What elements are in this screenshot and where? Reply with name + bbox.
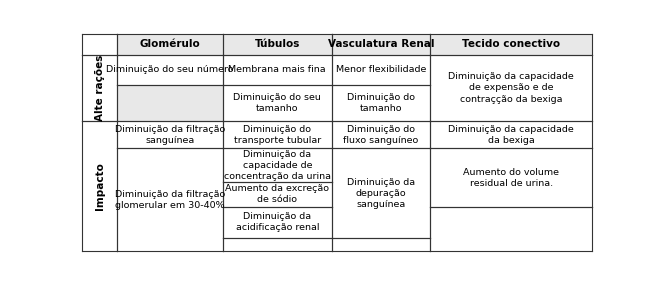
Bar xyxy=(223,182,332,207)
Text: Diminuição da capacidade
de expensão e de
contraçção da bexiga: Diminuição da capacidade de expensão e d… xyxy=(448,72,574,103)
Bar xyxy=(82,34,117,55)
Bar xyxy=(430,121,592,149)
Bar xyxy=(332,121,430,149)
Bar xyxy=(117,55,223,85)
Bar xyxy=(117,121,223,149)
Bar xyxy=(332,85,430,121)
Bar xyxy=(430,207,592,251)
Bar xyxy=(223,85,332,121)
Bar xyxy=(430,34,592,55)
Text: Aumento do volume
residual de urina.: Aumento do volume residual de urina. xyxy=(463,168,559,188)
Text: Diminuição do
transporte tubular: Diminuição do transporte tubular xyxy=(234,125,321,145)
Text: Glomérulo: Glomérulo xyxy=(139,39,200,49)
Bar xyxy=(117,149,223,251)
Bar xyxy=(82,121,117,251)
Text: Diminuição do
tamanho: Diminuição do tamanho xyxy=(347,93,415,113)
Bar xyxy=(223,55,332,85)
Text: Membrana mais fina: Membrana mais fina xyxy=(228,65,326,74)
Bar xyxy=(82,55,117,121)
Text: Túbulos: Túbulos xyxy=(255,39,300,49)
Text: Diminuição do seu
tamanho: Diminuição do seu tamanho xyxy=(234,93,321,113)
Bar xyxy=(332,34,430,55)
Bar xyxy=(223,149,332,182)
Bar xyxy=(332,238,430,251)
Text: Menor flexibilidade: Menor flexibilidade xyxy=(336,65,426,74)
Text: Diminuição da
capacidade de
concentração da urina: Diminuição da capacidade de concentração… xyxy=(224,150,331,181)
Bar xyxy=(117,85,223,121)
Text: Diminuição da capacidade
da bexiga: Diminuição da capacidade da bexiga xyxy=(448,125,574,145)
Text: Diminuição do
fluxo sanguíneo: Diminuição do fluxo sanguíneo xyxy=(343,125,418,145)
Bar xyxy=(223,238,332,251)
Text: Diminuição da filtração
sanguínea: Diminuição da filtração sanguínea xyxy=(115,125,225,145)
Text: Diminuição da filtração
glomerular em 30-40%: Diminuição da filtração glomerular em 30… xyxy=(115,190,225,210)
Text: Vasculatura Renal: Vasculatura Renal xyxy=(328,39,434,49)
Bar xyxy=(332,55,430,85)
Text: Tecido conectivo: Tecido conectivo xyxy=(462,39,560,49)
Bar xyxy=(430,55,592,121)
Text: Diminuição da
acidificação renal: Diminuição da acidificação renal xyxy=(236,212,319,232)
Text: Diminuição da
depuração
sanguínea: Diminuição da depuração sanguínea xyxy=(347,178,415,209)
Text: Alte rações: Alte rações xyxy=(95,55,105,121)
Bar xyxy=(223,207,332,238)
Bar xyxy=(117,34,223,55)
Text: Diminuição do seu número: Diminuição do seu número xyxy=(106,65,234,74)
Bar xyxy=(430,149,592,207)
Text: Impacto: Impacto xyxy=(95,162,105,210)
Bar xyxy=(332,149,430,238)
Bar xyxy=(223,34,332,55)
Bar xyxy=(223,121,332,149)
Text: Aumento da excreção
de sódio: Aumento da excreção de sódio xyxy=(225,184,329,204)
